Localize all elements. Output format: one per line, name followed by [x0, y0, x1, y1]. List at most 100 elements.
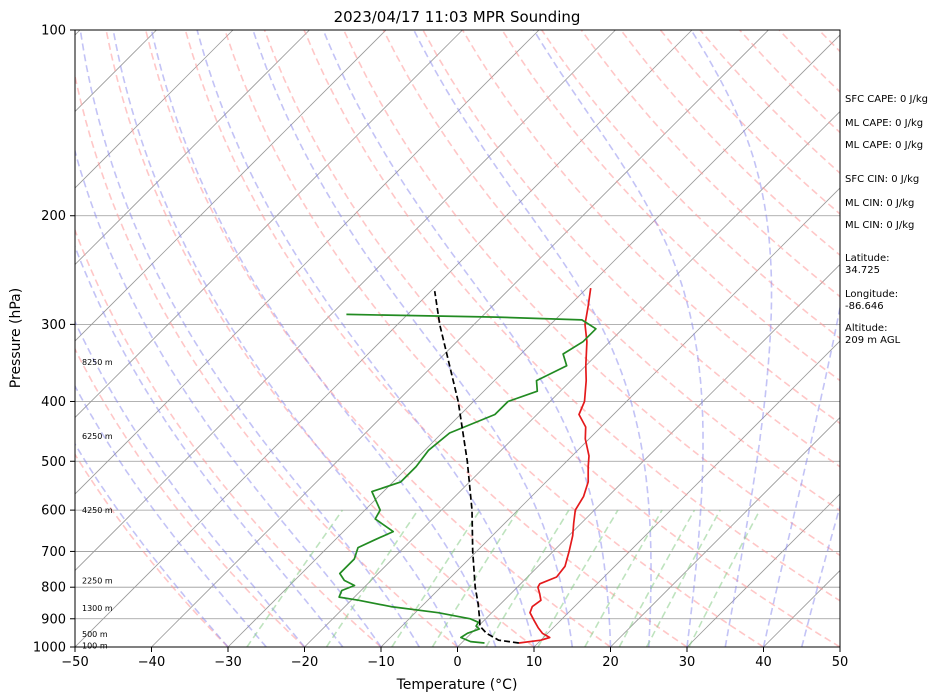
dry-adiabat [303, 30, 840, 602]
isotherm-line [75, 30, 310, 266]
x-tick-label: 50 [832, 655, 849, 670]
isotherm-line [610, 416, 840, 647]
isotherm-line [75, 30, 616, 572]
dry-adiabat [461, 30, 840, 425]
isotherm-line [686, 493, 840, 647]
height-label: 100 m [82, 642, 108, 651]
mixing-ratio-line [485, 509, 570, 647]
y-tick-label: 400 [41, 395, 66, 410]
moist-adiabat [75, 442, 229, 647]
isotherm-line [151, 30, 769, 647]
isotherm-line [304, 110, 840, 647]
mixing-ratio-line [584, 509, 663, 647]
mixing-ratio-line [618, 509, 696, 647]
height-labels: 100 m 500 m 1300 m 2250 m 4250 m 6250 m 8250 m [82, 358, 113, 651]
moist-adiabat [75, 319, 306, 647]
mixing-ratio-line [325, 509, 419, 647]
parameter-panel-line: -86.646 [845, 301, 884, 312]
isotherm-line [457, 263, 840, 647]
isotherm-line [75, 30, 387, 342]
mixing-ratio-line [391, 509, 481, 647]
y-tick-label: 700 [41, 545, 66, 560]
x-tick-label: 20 [602, 655, 619, 670]
parameter-panel-line: SFC CAPE: 0 J/kg [845, 94, 928, 105]
dry-adiabat [541, 30, 840, 340]
dewpoint-profile-line [338, 313, 597, 644]
moist-adiabat [112, 30, 459, 647]
moist-adiabat [75, 384, 267, 647]
y-tick-label: 300 [41, 318, 66, 333]
mixing-ratio-line [645, 509, 721, 647]
x-tick-label: −50 [61, 655, 88, 670]
dry-adiabat [342, 30, 840, 557]
parameter-panel-line: Latitude: [845, 253, 890, 264]
x-tick-label: 30 [679, 655, 696, 670]
x-tick-label: −40 [138, 655, 165, 670]
isotherm-line [75, 30, 693, 647]
y-axis-label: Pressure (hPa) [8, 288, 24, 388]
parameter-panel-line: ML CAPE: 0 J/kg [845, 118, 923, 129]
grid-layer [75, 30, 840, 647]
moist-adiabat [79, 30, 420, 647]
moist-adiabat [75, 148, 382, 647]
parameter-panel: SFC CAPE: 0 J/kg ML CAPE: 0 J/kg ML CAPE: … [845, 94, 928, 346]
isotherm-line [533, 340, 840, 647]
height-label: 6250 m [82, 432, 113, 441]
parameter-panel-line: 34.725 [845, 265, 880, 276]
chart-title: 2023/04/17 11:03 MPR Sounding [334, 8, 581, 26]
dry-adiabat [263, 30, 840, 647]
isotherm-line [75, 30, 234, 189]
y-tick-label: 1000 [33, 641, 66, 656]
height-label: 500 m [82, 630, 108, 639]
isotherm-line [227, 34, 840, 647]
parameter-panel-line: ML CIN: 0 J/kg [845, 220, 914, 231]
mixing-ratio-line [246, 509, 344, 647]
height-label: 2250 m [82, 576, 113, 585]
temperature-profile-line [518, 287, 592, 644]
moist-adiabat [533, 30, 704, 647]
moist-adiabat [801, 503, 840, 647]
y-tick-label: 900 [41, 612, 66, 627]
moist-adiabat [252, 30, 574, 647]
y-tick-label: 800 [41, 581, 66, 596]
x-axis-label: Temperature (°C) [396, 677, 518, 693]
parameter-panel-line: Altitude: [845, 323, 887, 334]
mixing-ratio-line [688, 509, 761, 647]
mixing-ratio-line [431, 509, 519, 647]
parcel-profile-line [433, 290, 520, 644]
y-tick-label: 600 [41, 504, 66, 519]
moist-adiabat [75, 244, 344, 647]
dry-adiabat [105, 30, 535, 647]
isotherm-line [75, 30, 463, 419]
dry-adiabat [382, 30, 840, 512]
parameter-panel-line: ML CAPE: 0 J/kg [845, 140, 923, 151]
parameter-panel-line: 209 m AGL [845, 335, 901, 346]
dry-adiabat [224, 30, 764, 647]
dry-adiabat [75, 72, 459, 647]
moist-adiabat [762, 303, 840, 647]
mixing-ratio-line [537, 509, 619, 647]
parameter-panel-line: Longitude: [845, 289, 898, 300]
x-tick-label: 0 [453, 655, 461, 670]
dry-adiabat [144, 30, 611, 647]
moist-adiabat [196, 30, 535, 647]
x-tick-label: −10 [367, 655, 394, 670]
parameter-panel-line: SFC CIN: 0 J/kg [845, 174, 919, 185]
dry-adiabat [75, 347, 306, 647]
x-tick-label: 40 [755, 655, 772, 670]
data-series-layer [338, 287, 597, 644]
reference-lines-layer [75, 30, 840, 647]
dry-adiabat [501, 30, 840, 382]
x-tick-label: −20 [291, 655, 318, 670]
isotherm-line [380, 187, 840, 647]
dry-adiabat [580, 30, 840, 298]
parameter-panel-line: ML CIN: 0 J/kg [845, 198, 914, 209]
tick-layer: −50 −40 −30 −20 −10 0 10 20 30 40 50 100 200 300 400 50… [33, 24, 848, 671]
dry-adiabat [75, 452, 229, 647]
moist-adiabat [413, 30, 652, 647]
height-label: 4250 m [82, 506, 113, 515]
height-label: 1300 m [82, 604, 113, 613]
moist-adiabat [690, 30, 773, 647]
